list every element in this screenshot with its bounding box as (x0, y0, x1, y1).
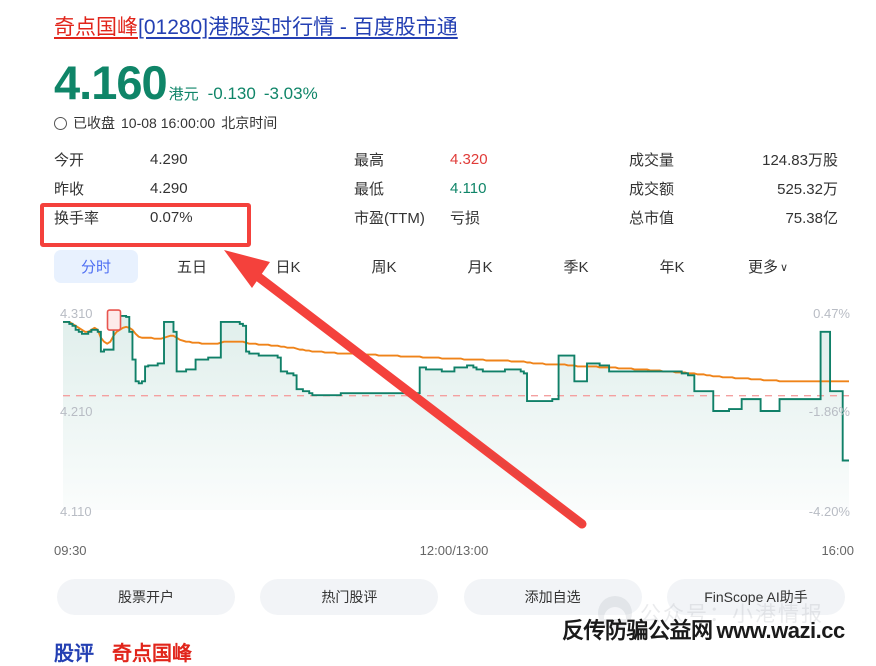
stat-label: 昨收 (54, 181, 85, 198)
stat-turnover-rate: 换手率 0.07% (54, 203, 354, 232)
chevron-down-icon: ∨ (779, 262, 789, 274)
bottom-section-heading[interactable]: 股评 奇点国峰 (54, 642, 192, 666)
stat-value: 4.290 (150, 180, 188, 197)
stat-market-cap: 总市值 75.38亿 (629, 203, 844, 232)
y-axis-label-top: 4.310 (60, 306, 93, 321)
stat-value: 4.320 (450, 151, 488, 168)
stat-label: 成交量 (629, 152, 675, 169)
market-status-row: 已收盘 10-08 16:00:00 北京时间 (54, 113, 277, 133)
chart-canvas (63, 309, 849, 510)
stat-label: 今开 (54, 152, 85, 169)
tab-day-k[interactable]: 日K (275, 259, 301, 276)
main-watermark: 反传防骗公益网 www.wazi.cc (562, 613, 845, 645)
stat-value: 75.38亿 (785, 210, 838, 227)
bottom-heading-blue: 股评 (54, 643, 94, 665)
stat-label: 总市值 (629, 210, 675, 227)
stat-label: 市盈(TTM) (354, 210, 425, 227)
market-status-label: 已收盘 (73, 115, 115, 131)
stat-turnover-amount: 成交额 525.32万 (629, 174, 844, 203)
x-axis: 09:30 12:00/13:00 16:00 (54, 543, 854, 563)
y-axis-pct-bottom: -4.20% (808, 504, 850, 519)
page-title[interactable]: 奇点国峰[01280]港股实时行情 - 百度股市通 (54, 14, 458, 42)
x-tick-open: 09:30 (54, 543, 87, 558)
chart-period-tabs: 分时 五日 日K 周K 月K 季K 年K 更多 ∨ (54, 250, 854, 283)
tab-more-label: 更多 (747, 259, 778, 276)
circle-ring-icon (54, 116, 67, 130)
hot-reviews-button[interactable]: 热门股评 (260, 579, 439, 615)
price-change-percent: -3.03% (263, 84, 318, 103)
finscope-ai-button[interactable]: FinScope AI助手 (666, 579, 845, 615)
current-price: 4.160 (54, 56, 168, 109)
action-button-row: 股票开户 热门股评 添加自选 FinScope AI助手 (57, 579, 845, 615)
stat-label: 换手率 (54, 210, 100, 227)
y-axis-pct-top: 0.47% (813, 306, 850, 321)
quote-timezone: 北京时间 (221, 115, 278, 131)
watermark-org: 反传防骗公益网 (562, 618, 713, 643)
stat-volume: 成交量 124.83万股 (629, 145, 844, 174)
stat-value: 亏损 (450, 210, 481, 227)
y-axis-label-bottom: 4.110 (60, 504, 92, 519)
quote-timestamp: 10-08 16:00:00 (121, 115, 216, 131)
stat-pe-ttm: 市盈(TTM) 亏损 (354, 203, 629, 232)
stat-label: 最低 (354, 181, 385, 198)
stat-prev-close: 昨收 4.290 (54, 174, 354, 203)
tab-quarter-k[interactable]: 季K (563, 259, 589, 276)
stat-value: 4.290 (150, 151, 188, 168)
stat-low: 最低 4.110 (354, 174, 629, 203)
quote-price-row: 4.160 港元 -0.130 -3.03% (54, 58, 318, 108)
x-tick-mid: 12:00/13:00 (419, 543, 489, 558)
bottom-heading-red: 奇点国峰 (112, 643, 192, 665)
stat-open: 今开 4.290 (54, 145, 354, 174)
stat-value: 525.32万 (777, 181, 838, 198)
y-axis-pct-mid: -1.86% (808, 404, 850, 419)
tab-month-k[interactable]: 月K (467, 259, 493, 276)
tab-week-k[interactable]: 周K (371, 259, 397, 276)
intraday-chart[interactable]: 4.310 4.210 4.110 0.47% -1.86% -4.20% (54, 296, 854, 536)
title-stock-name: 奇点国峰 (54, 16, 138, 39)
title-remainder: [01280]港股实时行情 - 百度股市通 (138, 16, 458, 39)
price-change: -0.130 (207, 84, 256, 103)
stat-label: 最高 (354, 152, 385, 169)
add-watchlist-button[interactable]: 添加自选 (463, 579, 642, 615)
stat-value: 124.83万股 (762, 152, 838, 169)
tab-year-k[interactable]: 年K (659, 259, 685, 276)
y-axis-label-mid: 4.210 (60, 404, 93, 419)
stat-value: 4.110 (450, 180, 487, 197)
stat-high: 最高 4.320 (354, 145, 629, 174)
tab-wuri[interactable]: 五日 (176, 259, 207, 276)
tab-more[interactable]: 更多 ∨ (726, 250, 810, 283)
watermark-url: www.wazi.cc (716, 618, 846, 643)
price-currency: 港元 (168, 86, 199, 103)
stats-grid: 今开 4.290 最高 4.320 成交量 124.83万股 昨收 4.290 … (54, 145, 844, 232)
tab-fenshi[interactable]: 分时 (54, 250, 138, 283)
open-account-button[interactable]: 股票开户 (57, 579, 235, 615)
stat-label: 成交额 (629, 181, 675, 198)
stat-value: 0.07% (150, 209, 193, 226)
x-tick-close: 16:00 (821, 543, 854, 558)
